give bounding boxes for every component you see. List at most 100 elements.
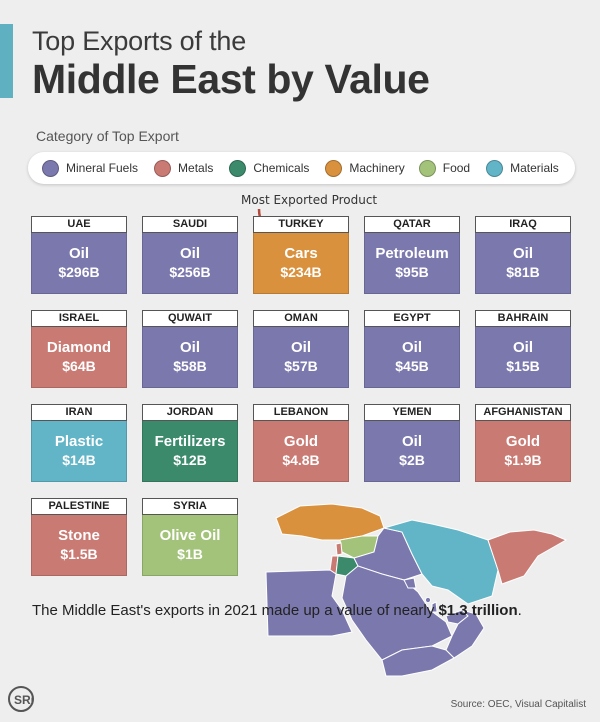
country-name: TURKEY [253, 216, 349, 233]
legend-dot [486, 159, 504, 177]
legend-label: Chemicals [253, 161, 310, 175]
export-value: $1B [177, 545, 203, 562]
title-line-1: Top Exports of the [32, 26, 247, 56]
legend-item-metals: Metals [154, 159, 214, 177]
export-product: Gold [283, 432, 319, 450]
export-box: Fertilizers $12B [142, 421, 238, 482]
legend-label: Machinery [349, 161, 405, 175]
note-value: $1.3 trillion [438, 602, 518, 619]
country-card: YEMEN Oil $2B [364, 404, 460, 482]
export-box: Plastic $14B [31, 421, 127, 482]
country-name: JORDAN [142, 404, 238, 421]
country-card: BAHRAIN Oil $15B [475, 310, 571, 388]
legend-dot [229, 159, 247, 177]
export-product: Plastic [54, 432, 104, 450]
country-card: PALESTINE Stone $1.5B [31, 498, 127, 576]
country-card: LEBANON Gold $4.8B [253, 404, 349, 482]
country-name: LEBANON [253, 404, 349, 421]
country-card: QATAR Petroleum $95B [364, 216, 460, 294]
country-card: UAE Oil $296B [31, 216, 127, 294]
country-card: SYRIA Olive Oil $1B [142, 498, 238, 576]
export-product: Oil [401, 432, 422, 450]
export-value: $14B [62, 451, 96, 468]
legend-heading: Category of Top Export [36, 128, 179, 144]
export-value: $45B [395, 357, 429, 374]
export-box: Oil $15B [475, 327, 571, 388]
legend-item-mineral-fuels: Mineral Fuels [42, 159, 138, 177]
export-box: Olive Oil $1B [142, 515, 238, 576]
export-box: Petroleum $95B [364, 233, 460, 294]
export-box: Oil $296B [31, 233, 127, 294]
country-name: YEMEN [364, 404, 460, 421]
country-name: PALESTINE [31, 498, 127, 515]
country-card: JORDAN Fertilizers $12B [142, 404, 238, 482]
legend-dot [42, 159, 59, 177]
country-name: AFGHANISTAN [475, 404, 571, 421]
country-card: QUWAIT Oil $58B [142, 310, 238, 388]
country-card: IRAN Plastic $14B [31, 404, 127, 482]
country-name: IRAQ [475, 216, 571, 233]
country-name: QATAR [364, 216, 460, 233]
country-card: OMAN Oil $57B [253, 310, 349, 388]
export-product: Petroleum [375, 244, 449, 262]
export-value: $2B [399, 451, 425, 468]
country-card: SAUDI Oil $256B [142, 216, 238, 294]
legend: Mineral Fuels Metals Chemicals Machinery… [28, 152, 575, 184]
export-value: $234B [280, 263, 322, 280]
country-card: ISRAEL Diamond $64B [31, 310, 127, 388]
legend-item-materials: Materials [486, 159, 559, 177]
export-product: Gold [505, 432, 541, 450]
export-value: $1.5B [60, 545, 98, 562]
legend-item-chemicals: Chemicals [229, 159, 310, 177]
legend-dot [325, 159, 343, 177]
export-box: Oil $256B [142, 233, 238, 294]
export-value: $12B [173, 451, 207, 468]
country-name: SAUDI [142, 216, 238, 233]
export-product: Olive Oil [159, 526, 221, 544]
accent-bar [0, 24, 13, 98]
export-product: Oil [512, 338, 533, 356]
export-product: Oil [179, 244, 200, 262]
export-product: Oil [290, 338, 311, 356]
summary-note: The Middle East's exports in 2021 made u… [32, 602, 522, 620]
export-box: Oil $45B [364, 327, 460, 388]
export-product: Oil [179, 338, 200, 356]
export-box: Oil $81B [475, 233, 571, 294]
export-box: Cars $234B [253, 233, 349, 294]
export-box: Diamond $64B [31, 327, 127, 388]
middle-east-map [265, 503, 568, 677]
export-product: Oil [512, 244, 533, 262]
export-value: $4.8B [282, 451, 320, 468]
export-value: $95B [395, 263, 429, 280]
page-title: Middle East by Value [32, 56, 430, 102]
most-exported-callout: Most Exported Product [241, 193, 378, 207]
note-text: The Middle East's exports in 2021 made u… [32, 602, 439, 619]
export-product: Diamond [46, 338, 112, 356]
export-value: $256B [169, 263, 211, 280]
country-name: SYRIA [142, 498, 238, 515]
country-card: AFGHANISTAN Gold $1.9B [475, 404, 571, 482]
export-value: $57B [284, 357, 318, 374]
country-name: EGYPT [364, 310, 460, 327]
legend-item-food: Food [418, 159, 471, 177]
legend-label: Metals [178, 161, 214, 175]
export-value: $81B [506, 263, 540, 280]
legend-item-machinery: Machinery [325, 159, 405, 177]
export-product: Oil [68, 244, 89, 262]
export-value: $296B [58, 263, 100, 280]
country-name: OMAN [253, 310, 349, 327]
country-name: IRAN [31, 404, 127, 421]
source-credit: Source: OEC, Visual Capitalist [450, 699, 586, 710]
legend-dot [418, 159, 436, 177]
legend-label: Food [442, 161, 471, 175]
export-value: $1.9B [504, 451, 542, 468]
legend-dot [154, 159, 172, 177]
export-box: Gold $1.9B [475, 421, 571, 482]
export-value: $15B [506, 357, 540, 374]
country-card: EGYPT Oil $45B [364, 310, 460, 388]
export-box: Oil $57B [253, 327, 349, 388]
sri-logo: SRi [8, 686, 34, 712]
export-product: Cars [284, 244, 318, 262]
export-box: Stone $1.5B [31, 515, 127, 576]
export-box: Gold $4.8B [253, 421, 349, 482]
